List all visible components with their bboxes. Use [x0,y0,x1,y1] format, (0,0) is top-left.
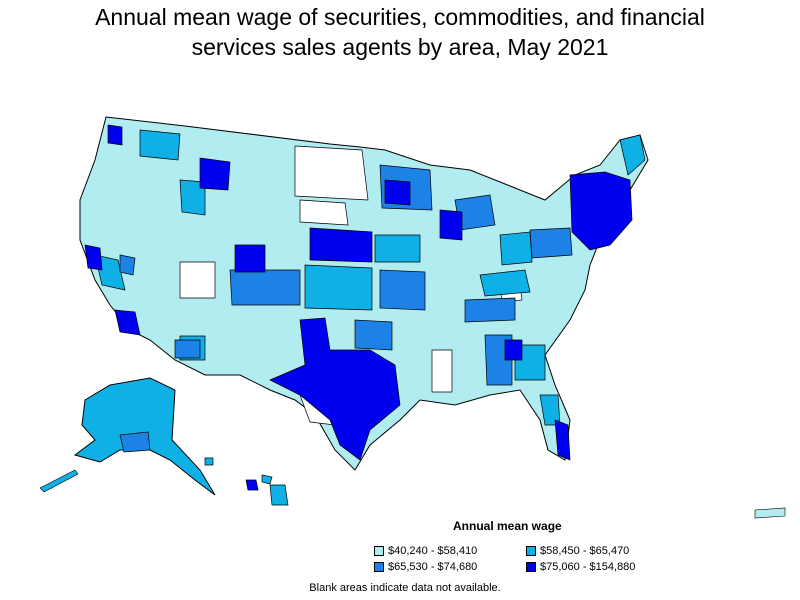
legend-label-tier4: $75,060 - $154,880 [540,561,636,573]
region-seattle [107,124,123,146]
region-atlanta [504,339,523,361]
puerto-rico-island [754,507,786,519]
region-montana-west [199,157,231,191]
region-nevada-reno [119,254,136,276]
region-pennsylvania [529,227,573,259]
map-title-line1: Annual mean wage of securities, commodit… [95,4,705,30]
map-title-line2: services sales agents by area, May 2021 [191,34,609,60]
legend-label-tier3: $65,530 - $74,680 [388,561,478,573]
blank-mississippi-delta [431,349,453,393]
legend-item-tier1: $40,240 - $58,410 [374,545,477,558]
blank-south-dakota [299,199,349,226]
region-ohio [499,231,533,266]
region-california-central [94,254,126,291]
region-oklahoma-east [354,319,393,351]
blank-north-dakota [294,145,369,201]
legend-item-tier4: $75,060 - $154,880 [526,561,635,574]
region-texas [269,317,401,461]
region-washington-east [139,129,181,161]
blank-colorado-west [179,261,216,299]
region-utah [234,244,266,273]
region-chicago [439,209,463,241]
legend-label-tier2: $58,450 - $65,470 [540,545,630,557]
region-idaho [179,179,206,216]
alaska-anchorage [119,431,151,453]
region-new-mexico-east [174,339,201,359]
tier4-regions [84,124,633,491]
region-minneapolis [384,179,411,206]
region-georgia [514,344,546,381]
region-iowa [374,234,421,263]
region-san-francisco [84,244,103,271]
legend-swatch-tier3 [374,562,384,572]
region-hawaii-oahu [245,479,259,491]
hawaii-big-island [269,484,289,506]
region-kentucky [479,269,531,297]
legend-item-tier2: $58,450 - $65,470 [526,545,629,558]
puerto-rico [754,507,786,519]
map-title: Annual mean wage of securities, commodit… [0,2,800,62]
region-northeast [569,171,633,251]
alaska-aleutians [39,469,79,493]
region-maine [619,134,646,176]
legend-swatch-tier1 [374,546,384,556]
legend-swatch-tier4 [526,562,536,572]
region-florida-south [554,419,571,461]
hawaii-kauai [204,457,214,466]
legend-label-tier1: $40,240 - $58,410 [388,545,478,557]
legend-swatch-tier2 [526,546,536,556]
legend-title: Annual mean wage [453,519,562,533]
region-colorado [229,269,301,306]
legend-item-tier3: $65,530 - $74,680 [374,561,477,574]
alaska [39,377,216,496]
hawaii [204,457,289,506]
region-missouri [379,269,426,311]
region-nebraska [309,227,373,263]
region-tennessee [464,297,516,323]
hawaii-maui [261,474,273,485]
region-kansas [304,264,373,311]
blank-areas-note: Blank areas indicate data not available. [309,582,501,594]
region-los-angeles [114,309,141,336]
